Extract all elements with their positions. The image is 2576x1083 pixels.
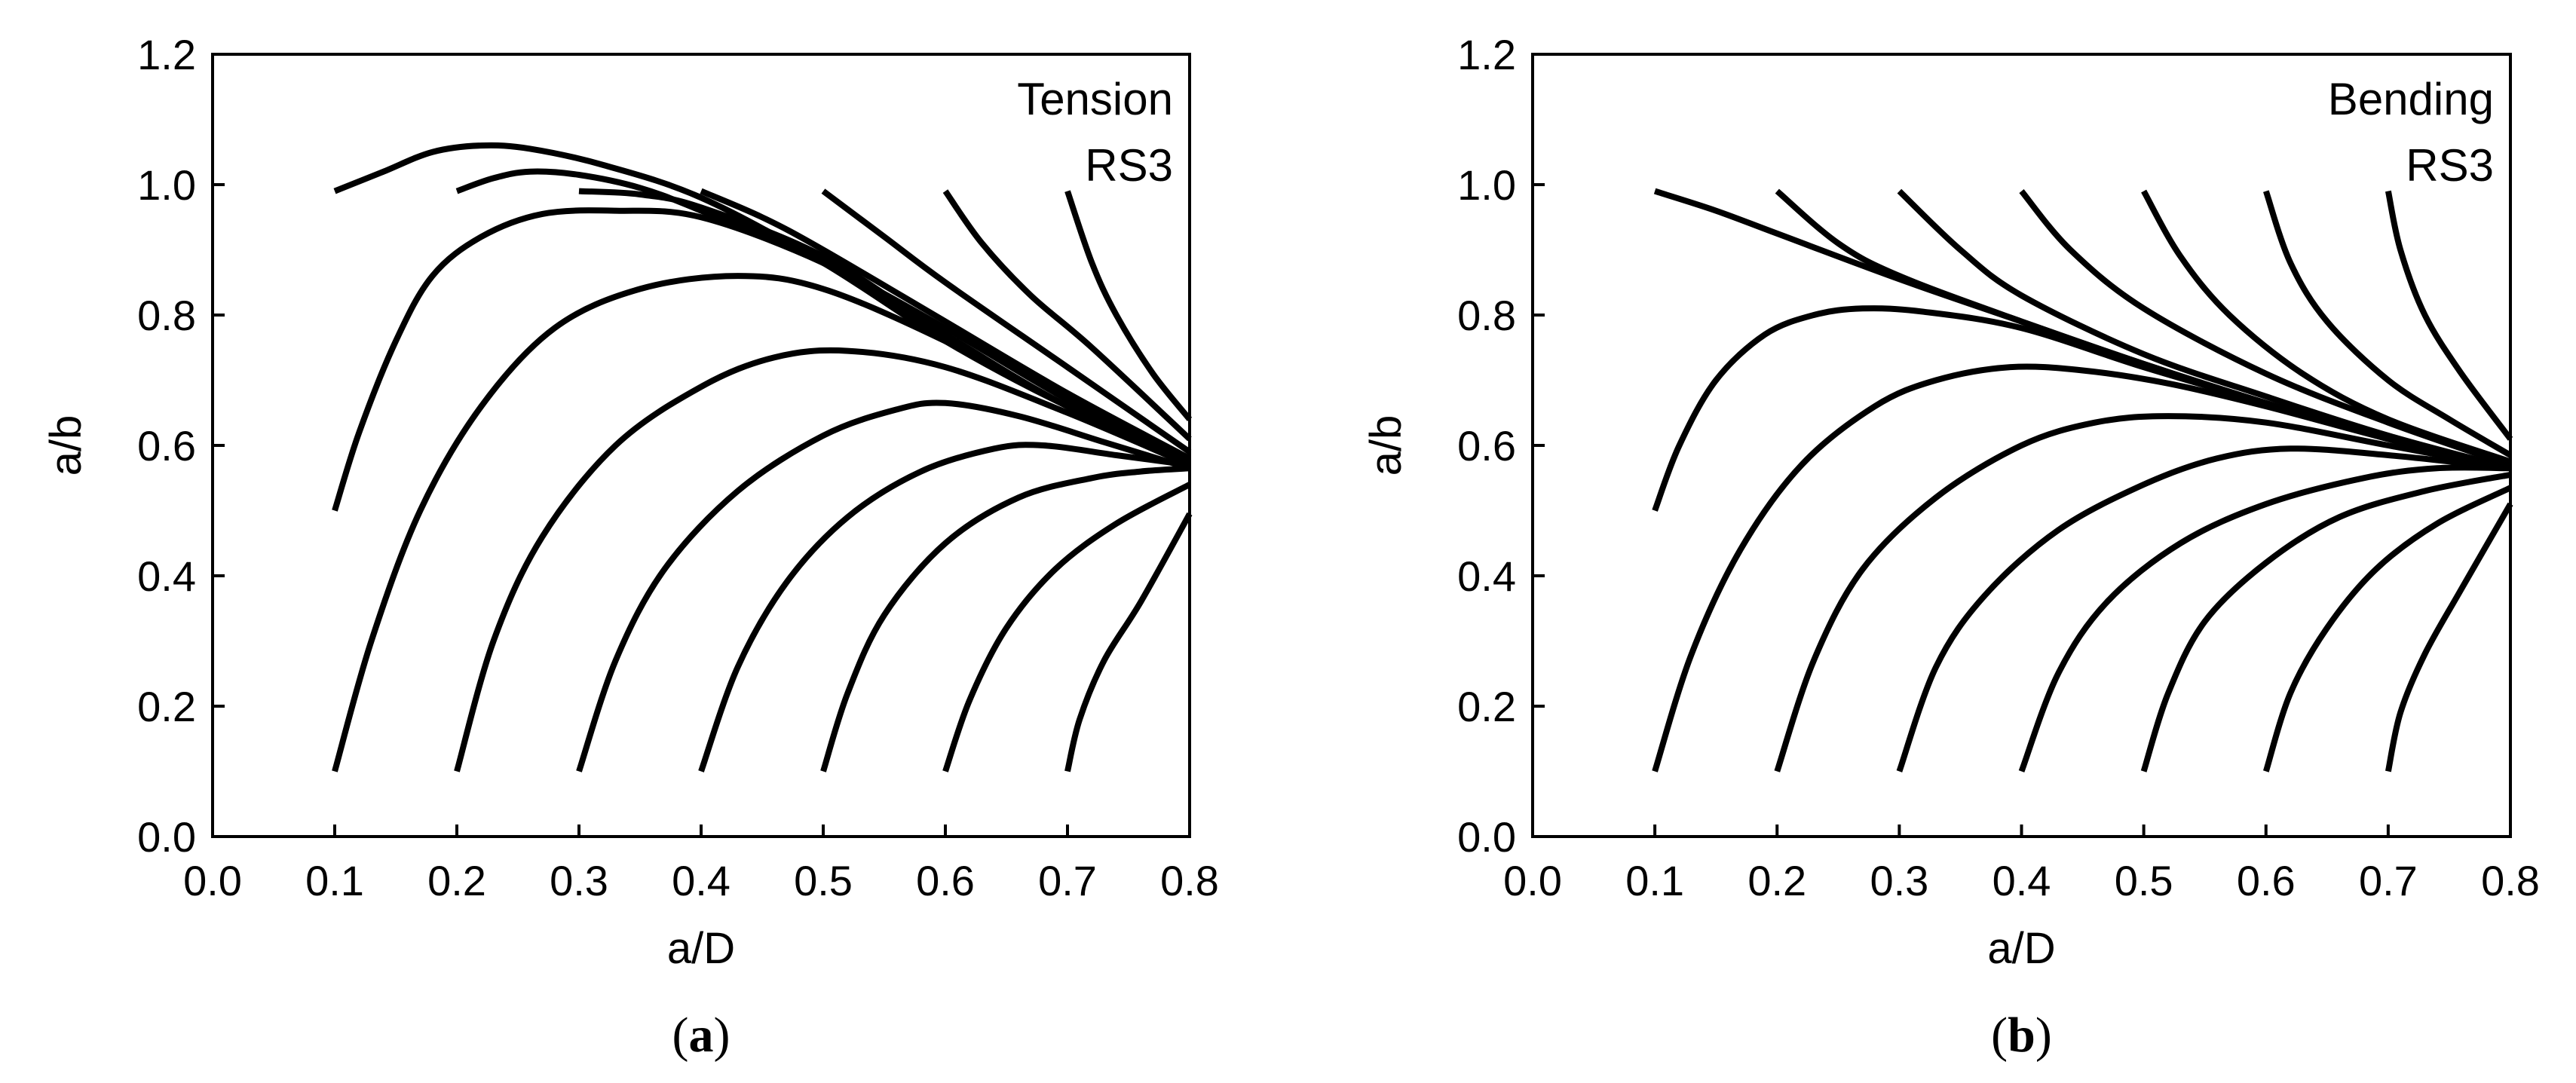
series-line-7 (332, 207, 1191, 512)
annotation-line: RS3 (1085, 140, 1173, 191)
series-line-8 (332, 273, 1191, 772)
y-tick-label: 0.8 (1457, 292, 1516, 339)
series-line-12 (820, 465, 1190, 772)
x-tick-label: 0.8 (1160, 857, 1219, 904)
y-tick-label: 0.0 (137, 813, 196, 861)
x-axis-label: a/D (1987, 924, 2055, 973)
y-tick-label: 0.2 (1457, 683, 1516, 730)
series-line-2 (1897, 188, 2512, 472)
y-tick-label: 0.2 (137, 683, 196, 730)
series-line-5 (942, 189, 1192, 442)
series-line-13 (2262, 485, 2512, 772)
x-tick-label: 0.7 (1038, 857, 1097, 904)
y-tick-label: 1.0 (137, 161, 196, 209)
series-line-9 (454, 347, 1191, 772)
y-tick-label: 1.2 (1457, 31, 1516, 78)
x-tick-label: 0.5 (794, 857, 853, 904)
y-axis-label: a/b (1362, 415, 1411, 476)
annotation-line: Bending (2328, 74, 2494, 124)
y-tick-label: 0.4 (137, 552, 196, 600)
series-line-10 (576, 399, 1191, 772)
series-line-6 (2385, 190, 2513, 441)
series-line-11 (698, 442, 1190, 772)
x-tick-label: 0.6 (2237, 857, 2296, 904)
series-line-11 (2018, 464, 2511, 772)
x-tick-label: 0.2 (427, 857, 486, 904)
series-line-8 (1652, 363, 2511, 772)
x-tick-label: 0.3 (1870, 857, 1928, 904)
panel-caption-letter: a (689, 1008, 714, 1063)
y-tick-label: 0.4 (1457, 552, 1516, 600)
x-tick-label: 0.0 (1503, 857, 1562, 904)
panel-caption-letter: b (2008, 1008, 2035, 1063)
x-tick-label: 0.0 (183, 857, 242, 904)
y-tick-label: 1.2 (137, 31, 196, 78)
annotation-line: RS3 (2406, 140, 2494, 191)
series-line-4 (821, 188, 1192, 454)
x-tick-label: 0.8 (2481, 857, 2540, 904)
x-tick-label: 0.1 (1625, 857, 1684, 904)
series-line-3 (700, 188, 1191, 461)
x-tick-label: 0.2 (1747, 857, 1806, 904)
series-line-13 (942, 482, 1191, 772)
chart-panel-a: 0.0 0.1 0.2 0.3 0.4 0.5 0.6 0.7 0.8 0.0 0.2 0.4 0.6 0… (41, 31, 1219, 1063)
y-tick-label: 0.8 (137, 292, 196, 339)
x-tick-label: 0.4 (672, 857, 731, 904)
panel-caption: (b) (1991, 1008, 2052, 1063)
y-tick-label: 1.0 (1457, 161, 1516, 209)
series-line-9 (1774, 413, 2511, 772)
y-tick-label: 0.0 (1457, 813, 1516, 861)
x-axis-label: a/D (667, 924, 735, 973)
series-line-7 (1652, 305, 2511, 512)
x-tick-label: 0.5 (2115, 857, 2173, 904)
x-tick-label: 0.1 (305, 857, 364, 904)
series-line-4 (2141, 189, 2512, 465)
annotation-line: Tension (1017, 74, 1173, 124)
x-tick-label: 0.7 (2359, 857, 2418, 904)
y-tick-label: 0.6 (137, 422, 196, 470)
panel-caption: (a) (672, 1008, 731, 1063)
series-line-14 (1064, 512, 1193, 772)
series-line-6 (1064, 190, 1193, 421)
y-axis-label: a/b (41, 415, 90, 476)
x-tick-label: 0.4 (1992, 857, 2051, 904)
series-line-14 (2385, 502, 2513, 772)
x-tick-label: 0.3 (550, 857, 608, 904)
chart-panel-b: 0.0 0.1 0.2 0.3 0.4 0.5 0.6 0.7 0.8 0.0 0.2 0.4 0.6 0… (1362, 31, 2540, 1063)
series-line-10 (1896, 445, 2511, 772)
series-line-12 (2140, 471, 2511, 772)
x-tick-label: 0.6 (916, 857, 975, 904)
series-line-5 (2263, 190, 2513, 458)
y-tick-label: 0.6 (1457, 422, 1516, 470)
